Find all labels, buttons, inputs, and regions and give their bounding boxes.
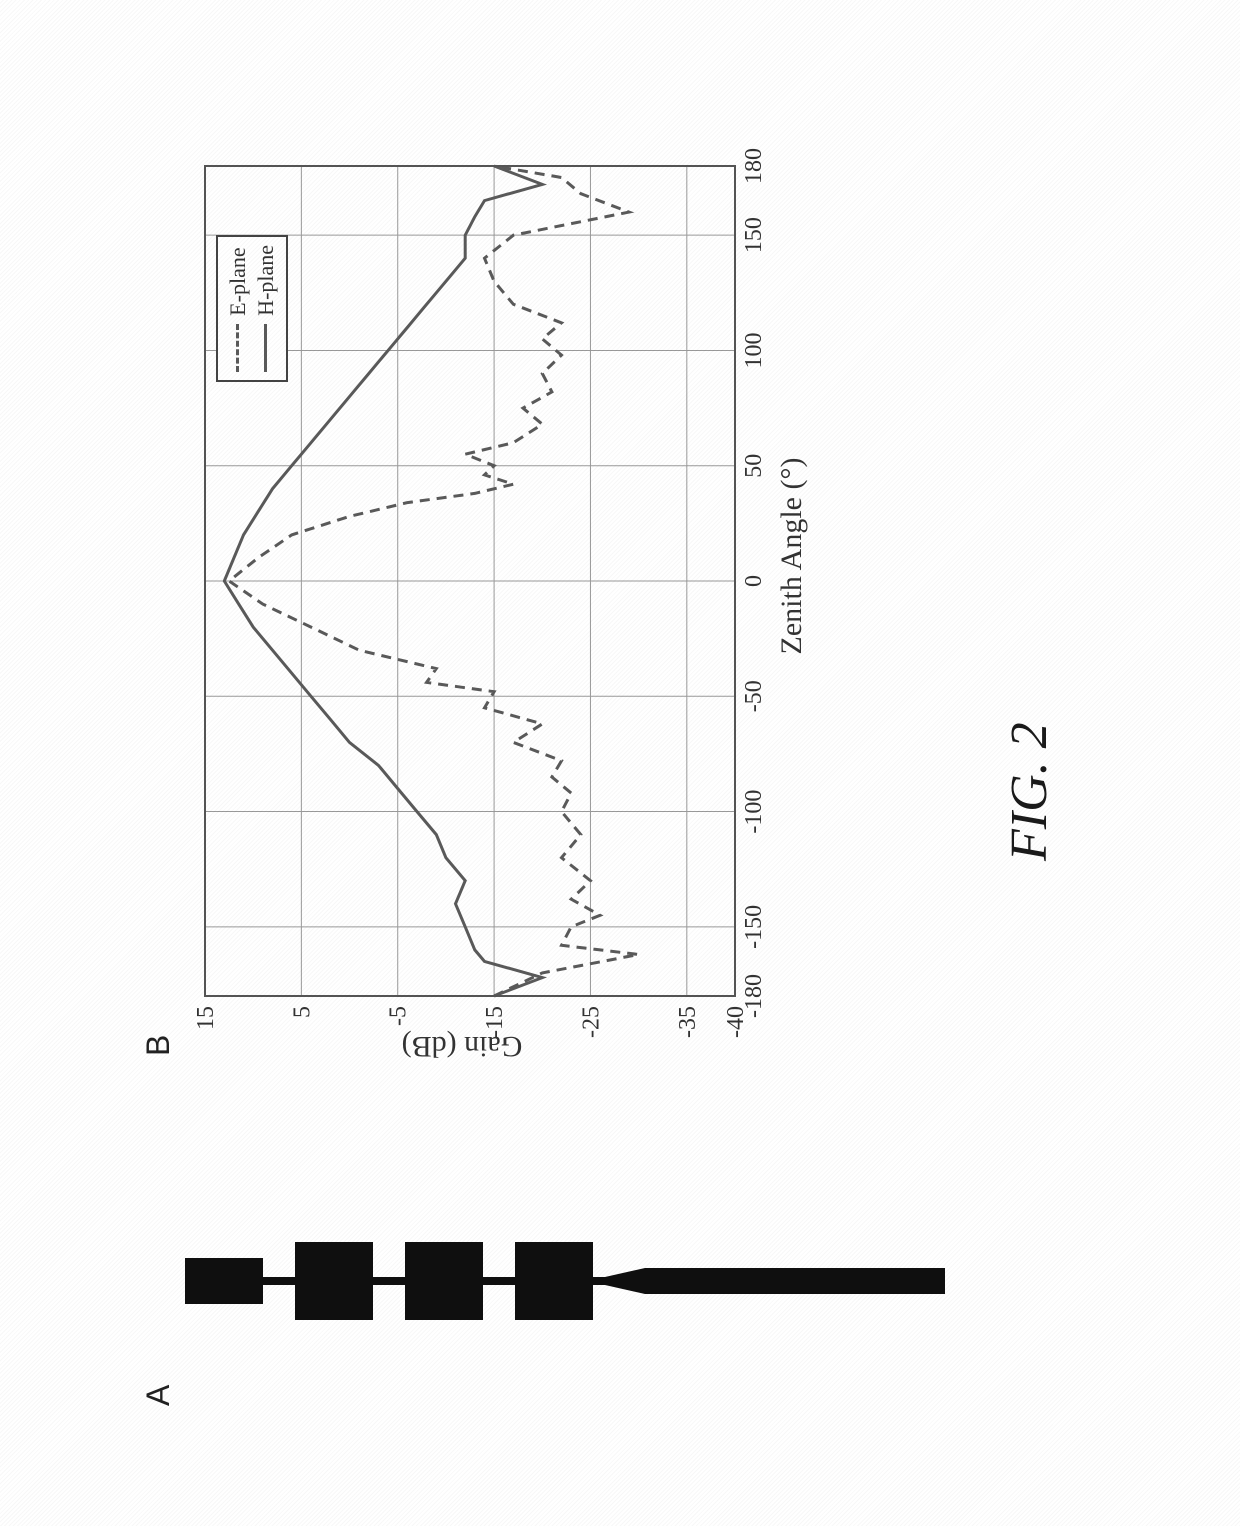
legend-swatch [236, 324, 239, 372]
antenna-element [515, 1242, 593, 1320]
y-tick-label: -15 [482, 1006, 508, 1038]
y-tick-label: -40 [723, 1006, 749, 1038]
antenna-taper [605, 1268, 645, 1294]
legend-item: H-plane [252, 245, 280, 372]
antenna-element [295, 1242, 373, 1320]
legend-label: H-plane [252, 245, 280, 316]
x-tick-label: 0 [741, 575, 767, 587]
x-tick-label: 180 [741, 148, 767, 184]
antenna-element [185, 1258, 263, 1304]
legend-swatch [264, 324, 267, 372]
y-tick-label: -35 [675, 1006, 701, 1038]
legend-item: E-plane [224, 245, 252, 372]
y-tick-label: 15 [193, 1006, 219, 1030]
panel-b-label: B [140, 1035, 177, 1056]
x-tick-label: 50 [741, 454, 767, 478]
panel-a-label: A [140, 1385, 177, 1406]
x-tick-label: -100 [741, 790, 767, 834]
x-axis-label: Zenith Angle (°) [775, 406, 809, 706]
y-tick-label: -5 [386, 1006, 412, 1026]
legend-label: E-plane [224, 247, 252, 315]
x-tick-label: 100 [741, 332, 767, 368]
legend: E-planeH-plane [216, 235, 288, 382]
rotated-stage: A B Gain (dB) -180-150-100-5005010015018… [0, 0, 1240, 1526]
antenna-diagram [185, 1236, 945, 1326]
y-tick-label: -25 [578, 1006, 604, 1038]
x-tick-label: -50 [741, 680, 767, 712]
gain-chart: Gain (dB) -180-150-100-50050100150180-40… [185, 126, 825, 1106]
figure-caption: FIG. 2 [1000, 722, 1059, 861]
y-tick-label: 5 [289, 1006, 315, 1018]
antenna-element [405, 1242, 483, 1320]
x-tick-label: 150 [741, 217, 767, 253]
antenna-base [645, 1268, 945, 1294]
x-tick-label: -150 [741, 905, 767, 949]
